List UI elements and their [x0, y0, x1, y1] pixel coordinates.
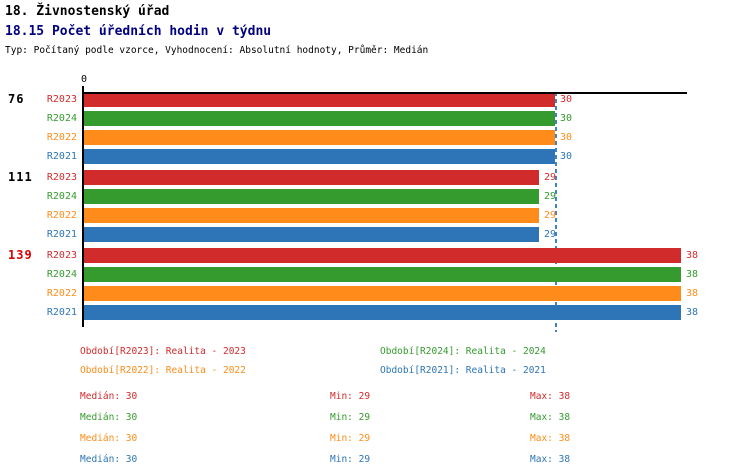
bar-value-label: 30 — [560, 151, 573, 162]
bar-row: R2023 30 — [0, 92, 750, 107]
bar-row: R2022 38 — [0, 286, 750, 301]
bar — [84, 111, 555, 126]
bar-value-label: 38 — [686, 288, 699, 299]
stat-median: Medián: 30 — [80, 454, 138, 465]
series-label: R2021 — [46, 151, 77, 162]
legend-item-r2021: Období[R2021]: Realita - 2021 — [380, 365, 546, 376]
report-section-title: 18. Živnostenský úřad — [5, 4, 170, 19]
series-label: R2023 — [46, 94, 77, 105]
bar-group-139: 139 R2023 38 R2024 38 R2022 38 R2021 38 — [0, 248, 750, 320]
stat-min: Min: 29 — [330, 433, 371, 444]
stats-table: Medián: 30 Min: 29 Max: 38 Medián: 30 Mi… — [80, 390, 570, 474]
stats-row: Medián: 30 Min: 29 Max: 38 — [80, 411, 570, 432]
series-label: R2024 — [46, 191, 77, 202]
stat-max: Max: 38 — [530, 454, 571, 465]
stat-max: Max: 38 — [530, 391, 571, 402]
legend-item-r2023: Období[R2023]: Realita - 2023 — [80, 346, 246, 357]
bar-row: R2024 30 — [0, 111, 750, 126]
bar — [84, 149, 555, 164]
series-label: R2022 — [46, 210, 77, 221]
bar-row: R2024 38 — [0, 267, 750, 282]
bar — [84, 208, 539, 223]
legend-item-r2024: Období[R2024]: Realita - 2024 — [380, 346, 546, 357]
legend: Období[R2023]: Realita - 2023 Období[R20… — [80, 342, 546, 380]
bar-group-111: 111 R2023 29 R2024 29 R2022 29 R2021 29 — [0, 170, 750, 242]
bar-row: R2021 29 — [0, 227, 750, 242]
bar-value-label: 30 — [560, 113, 573, 124]
bar-value-label: 29 — [544, 210, 557, 221]
bar-value-label: 38 — [686, 250, 699, 261]
bar — [84, 248, 681, 263]
axis-horizontal-line — [82, 92, 687, 94]
bar-value-label: 29 — [544, 172, 557, 183]
stats-row: Medián: 30 Min: 29 Max: 38 — [80, 432, 570, 453]
group-label: 111 — [8, 170, 33, 184]
stat-median: Medián: 30 — [80, 412, 138, 423]
series-label: R2024 — [46, 113, 77, 124]
axis-zero-label: 0 — [80, 74, 88, 85]
series-label: R2021 — [46, 307, 77, 318]
stats-row: Medián: 30 Min: 29 Max: 38 — [80, 390, 570, 411]
series-label: R2023 — [46, 172, 77, 183]
group-label: 76 — [8, 92, 25, 106]
bar-value-label: 30 — [560, 132, 573, 143]
series-label: R2022 — [46, 132, 77, 143]
bar-row: R2021 38 — [0, 305, 750, 320]
bar — [84, 170, 539, 185]
series-label: R2021 — [46, 229, 77, 240]
bar-value-label: 38 — [686, 307, 699, 318]
bar-chart: 76 R2023 30 R2024 30 R2022 30 R2021 30 — [0, 92, 750, 326]
stat-min: Min: 29 — [330, 412, 371, 423]
bar-row: R2021 30 — [0, 149, 750, 164]
stat-min: Min: 29 — [330, 391, 371, 402]
stat-median: Medián: 30 — [80, 433, 138, 444]
report-indicator-title: 18.15 Počet úředních hodin v týdnu — [5, 24, 272, 39]
bar — [84, 92, 555, 107]
median-line — [555, 92, 557, 332]
series-label: R2024 — [46, 269, 77, 280]
stat-max: Max: 38 — [530, 412, 571, 423]
bar — [84, 189, 539, 204]
group-label: 139 — [8, 248, 33, 262]
stat-median: Medián: 30 — [80, 391, 138, 402]
bar-value-label: 38 — [686, 269, 699, 280]
bar — [84, 227, 539, 242]
bar — [84, 267, 681, 282]
bar-value-label: 30 — [560, 94, 573, 105]
report-subtitle: Typ: Počítaný podle vzorce, Vyhodnocení:… — [5, 45, 429, 56]
bar — [84, 130, 555, 145]
legend-item-r2022: Období[R2022]: Realita - 2022 — [80, 365, 246, 376]
axis-vertical-line — [82, 86, 84, 327]
bar-value-label: 29 — [544, 229, 557, 240]
bar-row: R2023 38 — [0, 248, 750, 263]
bar-row: R2023 29 — [0, 170, 750, 185]
series-label: R2023 — [46, 250, 77, 261]
series-label: R2022 — [46, 288, 77, 299]
stats-row: Medián: 30 Min: 29 Max: 38 — [80, 453, 570, 474]
stat-max: Max: 38 — [530, 433, 571, 444]
bar — [84, 286, 681, 301]
bar-row: R2024 29 — [0, 189, 750, 204]
bar-row: R2022 30 — [0, 130, 750, 145]
bar-value-label: 29 — [544, 191, 557, 202]
bar-group-76: 76 R2023 30 R2024 30 R2022 30 R2021 30 — [0, 92, 750, 164]
stat-min: Min: 29 — [330, 454, 371, 465]
bar-row: R2022 29 — [0, 208, 750, 223]
bar — [84, 305, 681, 320]
